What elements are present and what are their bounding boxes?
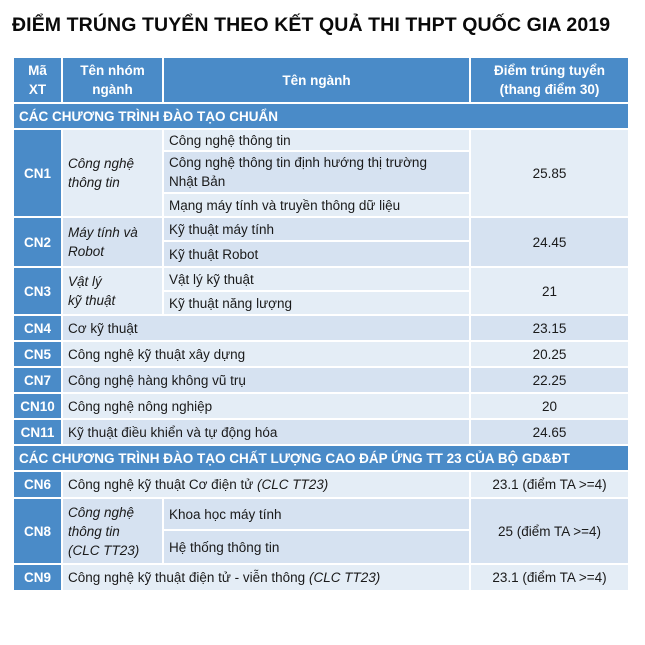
header-group: Tên nhóm ngành <box>61 56 164 104</box>
major-cell: Công nghệ thông tin định hướng thị trườn… <box>162 150 471 194</box>
table-row: CN5 Công nghệ kỹ thuật xây dựng 20.25 <box>12 340 630 368</box>
header-score: Điểm trúng tuyển (thang điểm 30) <box>469 56 630 104</box>
major-cell: Vật lý kỹ thuật <box>162 266 471 292</box>
code-cell: CN3 <box>12 266 63 316</box>
table-row: CN11 Kỹ thuật điều khiển và tự động hóa … <box>12 418 630 446</box>
table-row: Hệ thống thông tin <box>13 529 629 565</box>
table-row: CN6 Công nghệ kỹ thuật Cơ điện tử (CLC T… <box>12 470 630 499</box>
score-cell: 21 <box>469 266 630 316</box>
code-cell: CN1 <box>12 128 63 218</box>
major-cell: Kỹ thuật Robot <box>162 240 471 268</box>
major-cell: Công nghệ kỹ thuật điện tử - viễn thông … <box>61 563 471 592</box>
group-cell: Công nghệ thông tin <box>61 128 164 218</box>
major-cell: Công nghệ thông tin <box>162 128 471 152</box>
major-cell: Cơ kỹ thuật <box>61 314 471 342</box>
code-cell: CN10 <box>12 392 63 420</box>
major-cell: Công nghệ nông nghiệp <box>61 392 471 420</box>
section-title: CÁC CHƯƠNG TRÌNH ĐÀO TẠO CHUẨN <box>12 102 630 130</box>
score-cell: 20 <box>469 392 630 420</box>
major-cell: Công nghệ kỹ thuật Cơ điện tử (CLC TT23) <box>61 470 471 499</box>
score-cell: 23.1 (điểm TA >=4) <box>469 470 630 499</box>
table-row: CN1 Công nghệ thông tin Công nghệ thông t… <box>12 128 630 218</box>
major-cell: Kỹ thuật điều khiển và tự động hóa <box>61 418 471 446</box>
code-cell: CN11 <box>12 418 63 446</box>
section-row-high-quality: CÁC CHƯƠNG TRÌNH ĐÀO TẠO CHẤT LƯỢNG CAO … <box>12 444 630 472</box>
table-row: CN2 Máy tính và Robot Kỹ thuật máy tính 2… <box>12 216 630 268</box>
page-title: ĐIỂM TRÚNG TUYỂN THEO KẾT QUẢ THI THPT Q… <box>12 14 611 36</box>
header-code: Mã XT <box>12 56 63 104</box>
major-cell: Kỹ thuật năng lượng <box>162 290 471 316</box>
score-cell: 24.65 <box>469 418 630 446</box>
score-cell: 22.25 <box>469 366 630 394</box>
table-row: Mạng máy tính và truyền thông dữ liệu <box>13 192 629 218</box>
code-cell: CN4 <box>12 314 63 342</box>
table-row: CN7 Công nghệ hàng không vũ trụ 22.25 <box>12 366 630 394</box>
group-cell: Công nghệ thông tin (CLC TT23) <box>61 497 164 565</box>
code-cell: CN9 <box>12 563 63 592</box>
major-cell: Khoa học máy tính <box>162 497 471 531</box>
table-row: CN10 Công nghệ nông nghiệp 20 <box>12 392 630 420</box>
score-cell: 25 (điểm TA >=4) <box>469 497 630 565</box>
header-major: Tên ngành <box>162 56 471 104</box>
code-cell: CN2 <box>12 216 63 268</box>
major-cell: Công nghệ hàng không vũ trụ <box>61 366 471 394</box>
table-row: Kỹ thuật năng lượng <box>13 290 629 316</box>
table-header-row: Mã XT Tên nhóm ngành Tên ngành Điểm trúng … <box>12 56 630 104</box>
group-cell: Vật lý kỹ thuật <box>61 266 164 316</box>
table-row: Kỹ thuật Robot <box>13 240 629 268</box>
section-title: CÁC CHƯƠNG TRÌNH ĐÀO TẠO CHẤT LƯỢNG CAO … <box>12 444 630 472</box>
group-cell: Máy tính và Robot <box>61 216 164 268</box>
score-cell: 23.15 <box>469 314 630 342</box>
major-cell: Mạng máy tính và truyền thông dữ liệu <box>162 192 471 218</box>
table-row: CN3 Vật lý kỹ thuật Vật lý kỹ thuật 21 <box>12 266 630 316</box>
table-row: CN8 Công nghệ thông tin (CLC TT23) Khoa họ… <box>12 497 630 565</box>
major-cell: Hệ thống thông tin <box>162 529 471 565</box>
admission-score-table: Mã XT Tên nhóm ngành Tên ngành Điểm trúng … <box>12 56 630 592</box>
table-row: Công nghệ thông tin định hướng thị trườn… <box>13 150 629 194</box>
code-cell: CN8 <box>12 497 63 565</box>
score-cell: 25.85 <box>469 128 630 218</box>
score-cell: 24.45 <box>469 216 630 268</box>
score-cell: 23.1 (điểm TA >=4) <box>469 563 630 592</box>
code-cell: CN6 <box>12 470 63 499</box>
code-cell: CN5 <box>12 340 63 368</box>
major-cell: Kỹ thuật máy tính <box>162 216 471 242</box>
section-row-standard: CÁC CHƯƠNG TRÌNH ĐÀO TẠO CHUẨN <box>12 102 630 130</box>
code-cell: CN7 <box>12 366 63 394</box>
score-cell: 20.25 <box>469 340 630 368</box>
table-row: CN4 Cơ kỹ thuật 23.15 <box>12 314 630 342</box>
table-row: CN9 Công nghệ kỹ thuật điện tử - viễn th… <box>12 563 630 592</box>
major-cell: Công nghệ kỹ thuật xây dựng <box>61 340 471 368</box>
